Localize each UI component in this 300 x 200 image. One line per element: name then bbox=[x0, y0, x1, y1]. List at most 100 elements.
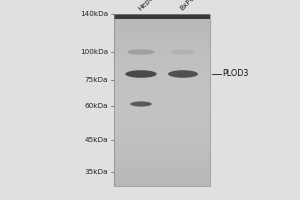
Bar bbox=[114, 55, 210, 57]
Bar bbox=[114, 147, 210, 149]
Text: 100kDa: 100kDa bbox=[80, 49, 108, 55]
Bar bbox=[114, 118, 210, 120]
Bar bbox=[114, 54, 210, 56]
Bar bbox=[114, 68, 210, 70]
Bar bbox=[114, 107, 210, 109]
Bar bbox=[114, 45, 210, 47]
Bar bbox=[114, 57, 210, 58]
Ellipse shape bbox=[125, 70, 157, 78]
Bar bbox=[114, 34, 210, 36]
Bar bbox=[114, 146, 210, 147]
Bar bbox=[114, 44, 210, 46]
Bar bbox=[114, 111, 210, 113]
Bar bbox=[114, 90, 210, 91]
Bar bbox=[114, 42, 210, 44]
Bar bbox=[114, 137, 210, 139]
Bar bbox=[114, 51, 210, 53]
Bar bbox=[114, 88, 210, 90]
Bar bbox=[114, 116, 210, 117]
Bar bbox=[114, 31, 210, 33]
Text: 140kDa: 140kDa bbox=[80, 11, 108, 17]
Bar bbox=[114, 170, 210, 172]
Bar bbox=[114, 18, 210, 20]
Bar bbox=[114, 108, 210, 110]
Ellipse shape bbox=[171, 49, 195, 54]
Text: PLOD3: PLOD3 bbox=[222, 70, 248, 78]
Bar bbox=[114, 140, 210, 142]
Bar bbox=[114, 22, 210, 24]
Bar bbox=[114, 14, 210, 19]
Bar bbox=[114, 161, 210, 163]
Bar bbox=[114, 27, 210, 28]
Bar bbox=[114, 70, 210, 71]
Bar bbox=[114, 176, 210, 177]
Bar bbox=[114, 117, 210, 119]
Bar bbox=[114, 20, 210, 21]
Bar bbox=[114, 150, 210, 152]
Bar bbox=[114, 110, 210, 111]
Bar bbox=[114, 154, 210, 156]
Bar bbox=[114, 141, 210, 143]
Bar bbox=[114, 164, 210, 166]
Bar bbox=[114, 133, 210, 134]
Bar bbox=[114, 15, 210, 17]
Ellipse shape bbox=[128, 49, 154, 55]
Bar bbox=[114, 84, 210, 86]
Bar bbox=[114, 131, 210, 133]
Bar bbox=[114, 156, 210, 157]
Bar bbox=[114, 157, 210, 159]
Bar bbox=[114, 166, 210, 167]
Bar bbox=[114, 184, 210, 186]
Bar bbox=[114, 124, 210, 126]
Bar bbox=[114, 134, 210, 136]
Bar bbox=[114, 25, 210, 27]
Text: 75kDa: 75kDa bbox=[85, 77, 108, 83]
Bar bbox=[114, 48, 210, 50]
Bar bbox=[114, 136, 210, 137]
Bar bbox=[114, 103, 210, 104]
Bar bbox=[114, 128, 210, 130]
Bar bbox=[114, 21, 210, 23]
Bar bbox=[114, 30, 210, 31]
Bar bbox=[114, 14, 210, 186]
Bar bbox=[114, 93, 210, 94]
Bar bbox=[114, 37, 210, 38]
Bar bbox=[114, 17, 210, 18]
Bar bbox=[114, 32, 210, 34]
Bar bbox=[114, 173, 210, 175]
Bar bbox=[114, 74, 210, 76]
Bar bbox=[114, 71, 210, 73]
Bar bbox=[114, 63, 210, 64]
Bar bbox=[114, 94, 210, 96]
Bar bbox=[114, 61, 210, 63]
Bar bbox=[114, 149, 210, 150]
Bar bbox=[114, 182, 210, 183]
Bar bbox=[114, 52, 210, 54]
Bar bbox=[114, 14, 210, 15]
Bar bbox=[114, 41, 210, 43]
Bar bbox=[114, 83, 210, 84]
Bar bbox=[114, 75, 210, 77]
Bar bbox=[114, 177, 210, 179]
Bar bbox=[114, 160, 210, 162]
Bar bbox=[114, 183, 210, 185]
Bar bbox=[114, 126, 210, 127]
Bar bbox=[114, 80, 210, 81]
Bar bbox=[114, 91, 210, 93]
Bar bbox=[114, 159, 210, 160]
Bar bbox=[114, 180, 210, 182]
Bar bbox=[114, 163, 210, 164]
Bar bbox=[114, 95, 210, 97]
Bar bbox=[114, 98, 210, 100]
Ellipse shape bbox=[130, 101, 152, 107]
Bar bbox=[114, 65, 210, 67]
Bar bbox=[114, 100, 210, 101]
Text: BxPC-3: BxPC-3 bbox=[179, 0, 201, 12]
Bar bbox=[114, 50, 210, 51]
Bar bbox=[114, 144, 210, 146]
Bar bbox=[114, 58, 210, 60]
Bar bbox=[114, 151, 210, 153]
Bar bbox=[114, 169, 210, 170]
Bar bbox=[114, 47, 210, 48]
Bar bbox=[114, 167, 210, 169]
